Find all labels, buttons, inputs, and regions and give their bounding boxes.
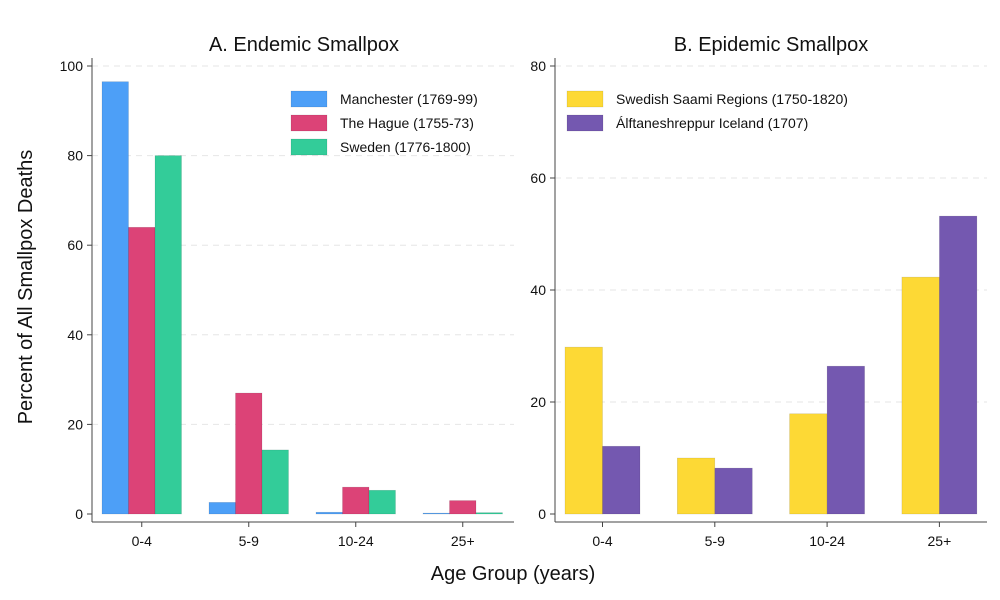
- bar: [901, 276, 940, 515]
- legend-swatch: [566, 90, 604, 108]
- y-tick-label: 60: [67, 237, 83, 253]
- x-tick-label: 5-9: [239, 533, 259, 549]
- y-tick-label: 80: [67, 148, 83, 164]
- y-axis-label: Percent of All Smallpox Deaths: [15, 150, 37, 425]
- legend-label: Álftaneshreppur Iceland (1707): [616, 115, 808, 131]
- bar: [154, 155, 182, 515]
- bar: [368, 489, 396, 515]
- bar: [128, 226, 156, 515]
- bar: [342, 486, 370, 515]
- x-tick-label: 25+: [451, 533, 475, 549]
- legend-swatch: [290, 90, 328, 108]
- panel-endemic: 0 20 40 60 80 100 0-4 5-9 10-24 25+ A. Endemic Sma…: [60, 34, 514, 549]
- legend: Manchester (1769-99) The Hague (1755-73) S…: [290, 90, 478, 156]
- legend-swatch: [290, 114, 328, 132]
- bar: [101, 81, 129, 515]
- x-tick-label: 5-9: [705, 533, 725, 549]
- bar: [602, 445, 641, 515]
- bar: [939, 215, 978, 515]
- legend-label: Sweden (1776-1800): [340, 139, 471, 155]
- legend-swatch: [566, 114, 604, 132]
- chart-title: B. Epidemic Smallpox: [674, 34, 869, 56]
- bar: [449, 500, 477, 515]
- bar: [714, 467, 753, 515]
- bar: [826, 365, 865, 515]
- x-tick-label: 10-24: [809, 533, 845, 549]
- x-axis-label: Age Group (years): [431, 563, 596, 585]
- bar: [676, 457, 716, 515]
- y-tick-label: 100: [60, 58, 84, 74]
- y-tick-label: 20: [530, 394, 546, 410]
- x-tick-label: 25+: [928, 533, 952, 549]
- legend: Swedish Saami Regions (1750-1820) Álftane…: [566, 90, 848, 132]
- chart-title: A. Endemic Smallpox: [209, 34, 399, 56]
- bar: [261, 449, 289, 515]
- legend-swatch: [290, 138, 328, 156]
- bar: [315, 511, 343, 515]
- legend-label: The Hague (1755-73): [340, 115, 474, 131]
- y-tick-label: 20: [67, 416, 83, 432]
- x-tick-label: 0-4: [592, 533, 612, 549]
- bar: [564, 346, 603, 515]
- bar: [235, 392, 263, 515]
- y-tick-label: 40: [530, 282, 546, 298]
- bar: [789, 413, 828, 515]
- x-tick-label: 0-4: [132, 533, 152, 549]
- y-tick-label: 0: [75, 506, 83, 522]
- y-tick-label: 0: [538, 506, 546, 522]
- bar: [422, 512, 450, 515]
- legend-label: Manchester (1769-99): [340, 91, 478, 107]
- bar: [475, 512, 503, 515]
- y-tick-label: 60: [530, 170, 546, 186]
- bar: [208, 502, 236, 515]
- y-tick-label: 80: [530, 58, 546, 74]
- y-tick-label: 40: [67, 327, 83, 343]
- panel-epidemic: 0 20 40 60 80 0-4 5-9 10-24 25+ B. Epidemic Small…: [530, 34, 987, 549]
- x-tick-label: 10-24: [338, 533, 374, 549]
- legend-label: Swedish Saami Regions (1750-1820): [616, 91, 848, 107]
